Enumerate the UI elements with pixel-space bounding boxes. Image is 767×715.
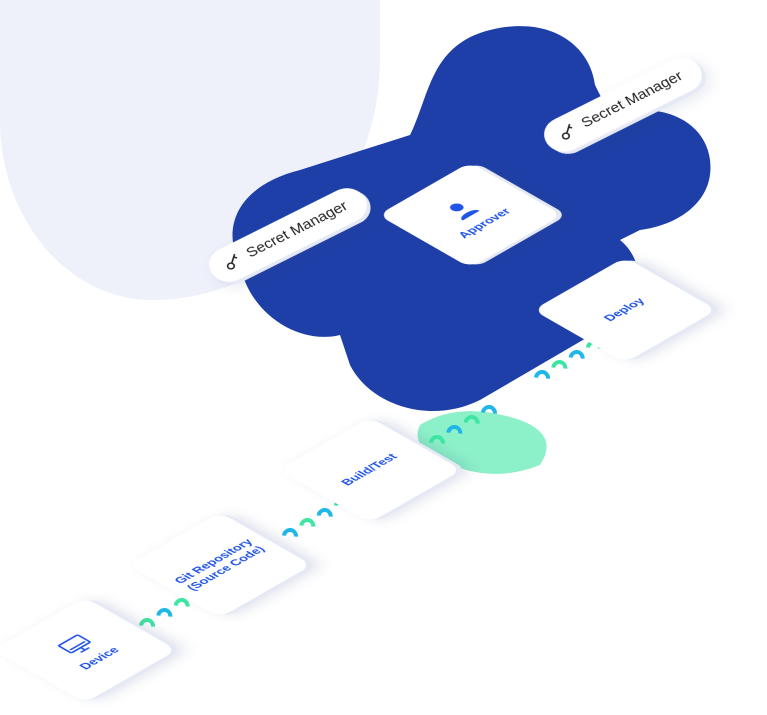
tile-git: Git Repository (Source Code) — [155, 500, 285, 630]
tile-build: Build/Test — [305, 405, 435, 535]
key-icon — [554, 121, 581, 145]
tile-approver: Approver — [405, 150, 535, 280]
tile-deploy: Deploy — [560, 245, 690, 375]
tile-device: Device — [20, 585, 150, 715]
tile-git-label: Git Repository (Source Code) — [167, 535, 272, 595]
tile-deploy-label: Deploy — [601, 296, 649, 323]
key-icon — [219, 251, 246, 275]
tile-build-label: Build/Test — [339, 452, 402, 488]
